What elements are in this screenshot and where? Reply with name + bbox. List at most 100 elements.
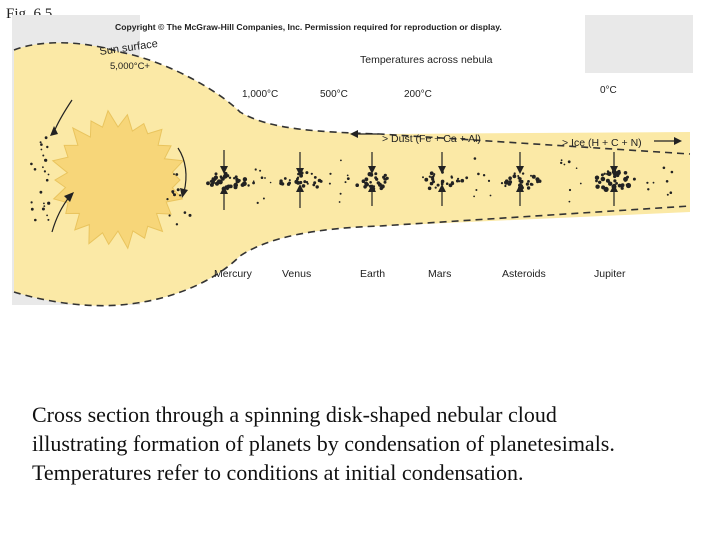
particle — [315, 185, 319, 189]
particle — [313, 181, 317, 185]
particle — [620, 186, 624, 190]
particle — [339, 192, 342, 195]
particle — [44, 158, 48, 162]
particle — [361, 179, 366, 183]
particle — [670, 170, 674, 174]
particle — [482, 174, 486, 177]
particle — [518, 177, 522, 181]
particle — [313, 176, 317, 179]
arrow-sun-right — [177, 147, 187, 193]
particle — [384, 177, 388, 181]
particle — [500, 182, 504, 185]
particle — [560, 159, 563, 162]
temperatures-title: Temperatures across nebula — [360, 54, 493, 66]
particle — [513, 172, 516, 175]
particle — [434, 186, 437, 189]
particle — [259, 169, 262, 172]
particle — [431, 175, 435, 179]
particle — [575, 167, 578, 169]
particle — [44, 136, 48, 140]
particle — [233, 185, 238, 190]
particle — [280, 182, 285, 186]
particle — [262, 197, 265, 200]
particle — [344, 181, 347, 184]
particle — [594, 175, 600, 180]
particle — [234, 175, 238, 179]
particle — [183, 211, 187, 214]
particle — [340, 159, 342, 162]
particle — [598, 180, 602, 184]
particle — [600, 176, 606, 182]
particle — [45, 178, 49, 182]
particle — [264, 177, 266, 179]
particle — [521, 172, 525, 175]
particle — [176, 188, 180, 192]
particle — [46, 214, 48, 217]
planet-label-earth: Earth — [360, 268, 385, 280]
arrowhead — [296, 184, 304, 192]
arrowhead — [50, 126, 58, 136]
particle — [595, 179, 598, 183]
particle — [39, 190, 43, 194]
particle — [568, 188, 572, 192]
right-panel — [585, 15, 693, 73]
nebula-cloud — [14, 42, 690, 306]
arrowhead — [516, 184, 524, 192]
particle — [355, 183, 360, 187]
caption-line: illustrating formation of planets by con… — [32, 431, 615, 456]
particle — [455, 179, 459, 183]
particle — [563, 163, 566, 166]
particle — [436, 183, 440, 187]
particle — [254, 168, 257, 171]
particle — [256, 201, 259, 204]
particle — [172, 192, 175, 195]
arrowhead — [438, 166, 446, 174]
particle — [666, 193, 669, 196]
particle — [294, 179, 299, 184]
particle — [647, 188, 650, 191]
particle — [283, 177, 287, 180]
particle — [508, 176, 512, 180]
particle — [487, 179, 491, 182]
particle — [47, 173, 50, 176]
dust-label: > Dust (Fe + Ca + Al) — [382, 133, 481, 145]
particle — [465, 176, 469, 180]
particle — [517, 175, 520, 177]
particle — [560, 161, 563, 165]
particle — [530, 183, 534, 186]
particle — [531, 174, 536, 179]
particle — [39, 141, 42, 144]
particle — [211, 181, 215, 185]
particle — [228, 176, 232, 179]
particle — [338, 201, 341, 203]
particle — [269, 181, 272, 184]
planet-label-mercury: Mercury — [214, 268, 253, 280]
particle — [445, 182, 449, 185]
particle — [328, 182, 331, 185]
particle — [175, 223, 179, 226]
particle — [431, 177, 435, 181]
particle — [42, 154, 45, 157]
particle — [615, 182, 618, 185]
particle — [538, 179, 542, 183]
particle — [173, 173, 175, 176]
temperature-200: 200°C — [404, 89, 432, 100]
particle — [527, 180, 530, 183]
arrowhead — [516, 166, 524, 174]
particle — [607, 179, 610, 183]
particle — [652, 181, 655, 184]
copyright-notice: Copyright © The McGraw-Hill Companies, I… — [115, 22, 502, 32]
particle — [600, 173, 604, 177]
particle — [617, 183, 622, 188]
arrowhead — [350, 130, 358, 138]
particle — [475, 189, 478, 191]
particle — [33, 168, 37, 171]
particle — [489, 194, 492, 197]
particle — [525, 182, 530, 186]
planet-label-jupiter: Jupiter — [594, 268, 626, 280]
particle — [310, 172, 313, 175]
particle — [286, 182, 291, 186]
particle — [616, 170, 621, 176]
particle — [241, 183, 245, 187]
particle — [206, 181, 210, 186]
